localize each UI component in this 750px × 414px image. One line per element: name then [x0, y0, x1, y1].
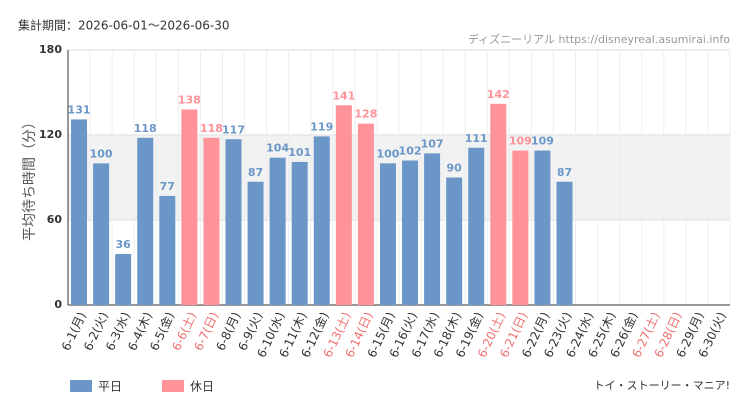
value-label: 118 — [134, 122, 157, 135]
value-label: 141 — [332, 89, 355, 102]
bar — [402, 160, 419, 305]
bar — [159, 195, 176, 305]
y-tick-label: 60 — [47, 213, 63, 226]
bar — [203, 137, 220, 305]
value-label: 109 — [509, 135, 532, 148]
value-label: 131 — [68, 103, 91, 116]
bar — [313, 136, 330, 305]
bar — [247, 181, 264, 305]
bar — [225, 139, 242, 305]
value-label: 107 — [421, 137, 444, 150]
legend-swatch — [70, 380, 92, 392]
value-label: 138 — [178, 94, 201, 107]
bar — [446, 177, 463, 305]
value-label: 100 — [90, 147, 113, 160]
bar — [291, 161, 308, 305]
bar — [181, 109, 198, 305]
value-label: 90 — [447, 162, 463, 175]
y-axis-label: 平均待ち時間（分） — [22, 115, 38, 241]
source: ディズニーリアル https://disneyreal.asumirai.inf… — [468, 32, 730, 46]
value-label: 101 — [288, 146, 311, 159]
value-label: 119 — [310, 120, 333, 133]
y-tick-label: 0 — [54, 298, 62, 311]
value-label: 87 — [557, 166, 572, 179]
bar — [357, 123, 374, 306]
footer: トイ・ストーリー・マニア! — [594, 379, 730, 392]
chart-title: 集計期間：2026-06-01～2026-06-30 — [18, 18, 229, 33]
legend-label: 休日 — [190, 380, 214, 394]
value-label: 128 — [354, 108, 377, 121]
value-label: 118 — [200, 122, 223, 135]
bar — [269, 157, 286, 305]
y-tick-label: 120 — [39, 128, 62, 141]
bar — [115, 254, 132, 305]
bar — [137, 137, 154, 305]
bar — [490, 103, 507, 305]
legend-swatch — [162, 380, 184, 392]
value-label: 104 — [266, 142, 289, 155]
bar — [468, 147, 485, 305]
y-tick-label: 180 — [39, 43, 62, 56]
bar — [335, 105, 352, 305]
value-label: 142 — [487, 88, 510, 101]
value-label: 102 — [399, 145, 422, 158]
value-label: 87 — [248, 166, 263, 179]
bar — [93, 163, 110, 305]
legend-label: 平日 — [98, 380, 122, 394]
value-label: 36 — [116, 238, 132, 251]
value-label: 77 — [160, 180, 175, 193]
value-label: 117 — [222, 123, 245, 136]
bar — [71, 119, 88, 306]
bar — [512, 150, 529, 305]
bar — [556, 181, 573, 305]
bar — [424, 153, 441, 305]
bar — [379, 163, 396, 305]
value-label: 111 — [465, 132, 488, 145]
value-label: 109 — [531, 135, 554, 148]
bar — [534, 150, 551, 305]
value-label: 100 — [376, 147, 399, 160]
